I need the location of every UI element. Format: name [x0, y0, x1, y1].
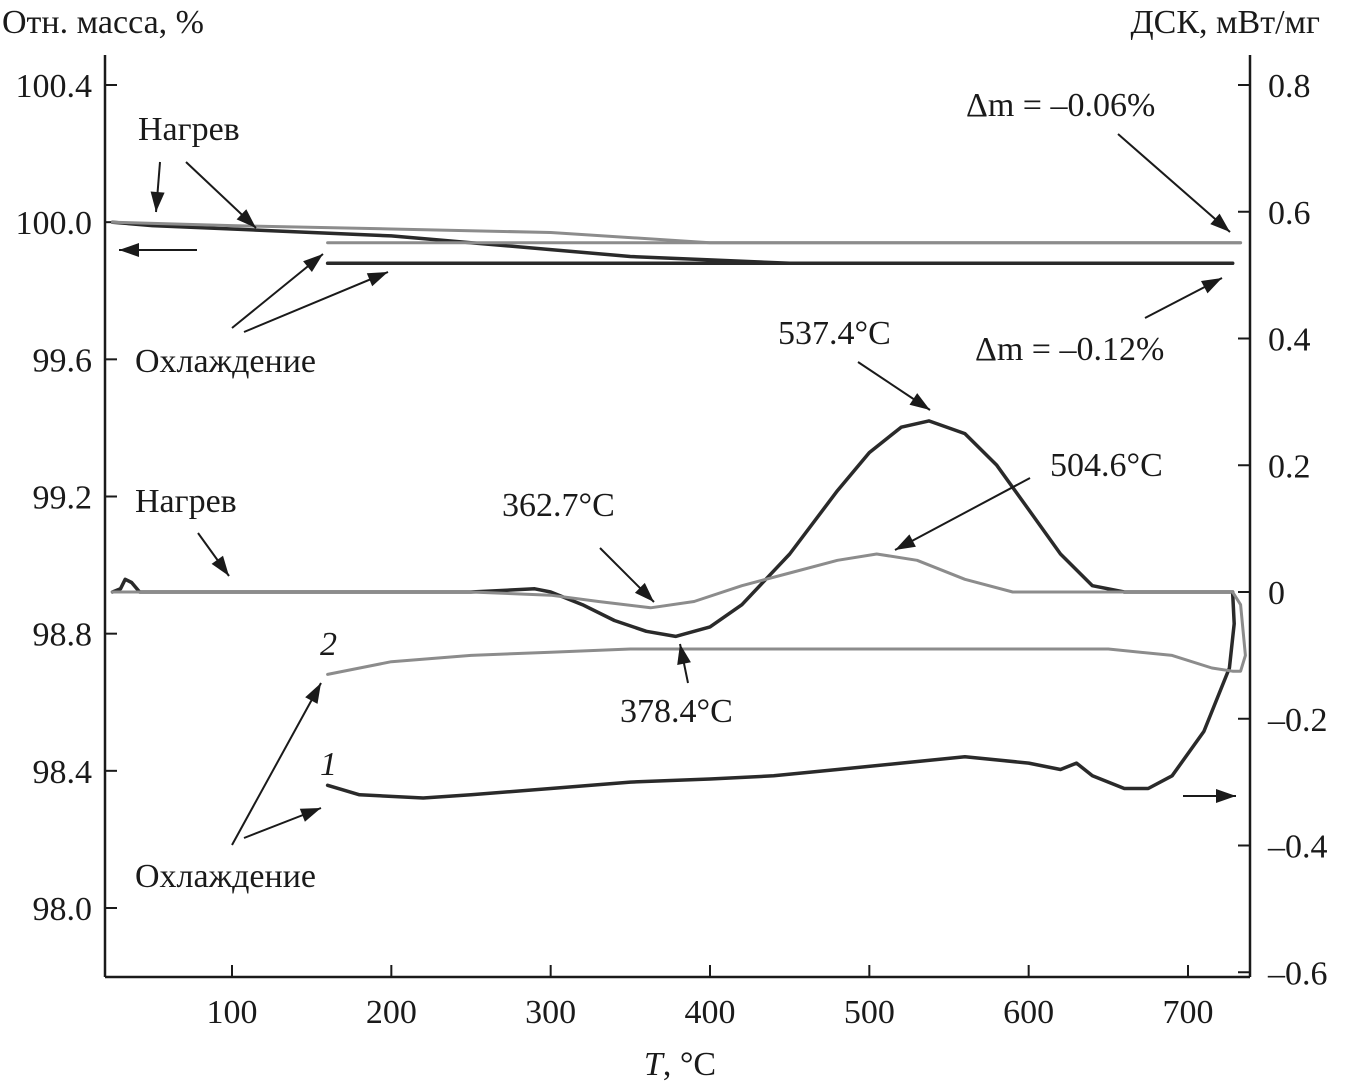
arrow-head — [150, 191, 165, 212]
y-left-tick-label: 100.0 — [16, 205, 93, 242]
arrow-head — [299, 808, 321, 822]
label-curve-1: 1 — [320, 746, 337, 783]
x-axis-title: T, °C — [644, 1046, 716, 1083]
y-right-tick-label: 0 — [1268, 575, 1285, 612]
x-tick-label: 400 — [685, 994, 736, 1031]
label-cooling-tg: Охлаждение — [135, 343, 316, 380]
arrow-shaft — [894, 477, 1031, 551]
y-right-tick-label: –0.2 — [1267, 702, 1328, 739]
annotation-arrows — [119, 133, 1236, 846]
arrow-head — [1216, 789, 1236, 803]
y-left-tick-label: 100.4 — [16, 68, 93, 105]
y-left-tick-label: 98.4 — [33, 754, 93, 791]
y-right-tick-label: –0.6 — [1267, 955, 1328, 992]
y-right-tick-label: 0.2 — [1268, 448, 1311, 485]
arrow-head — [303, 254, 323, 272]
y-right-tick-label: –0.4 — [1267, 829, 1328, 866]
annotations: Нагрев Охлаждение Нагрев Охлаждение 537.… — [135, 87, 1164, 895]
y-left-tick-label: 98.8 — [33, 617, 93, 654]
arrow-shaft — [231, 682, 322, 846]
label-dm-006: Δm = –0.06% — [966, 87, 1155, 124]
y-left-tick-label: 98.0 — [33, 891, 93, 928]
arrow-head — [305, 683, 321, 704]
series-line-6 — [111, 552, 1247, 676]
y-axis-right-title: ДСК, мВт/мг — [1130, 4, 1320, 41]
label-min-378: 378.4°C — [620, 693, 733, 730]
arrow-head — [677, 644, 691, 665]
label-curve-2: 2 — [320, 626, 337, 663]
arrow-head — [1201, 278, 1222, 294]
ticks: 100 200 300 400 500 600 700 98.0 98.4 98.8 99.2 99.… — [16, 68, 1328, 1031]
label-peak-504: 504.6°C — [1050, 447, 1163, 484]
x-tick-label: 600 — [1003, 994, 1054, 1031]
label-min-362: 362.7°C — [502, 487, 615, 524]
arrow-head — [119, 243, 139, 257]
arrow-shaft — [243, 271, 389, 333]
series-group — [110, 220, 1247, 800]
arrow-head — [366, 272, 388, 287]
y-right-tick-label: 0.6 — [1268, 195, 1311, 232]
arrow-head — [211, 555, 229, 576]
x-tick-label: 300 — [525, 994, 576, 1031]
plot-frame — [103, 55, 1252, 979]
arrow-shaft — [1117, 133, 1231, 233]
label-dm-012: Δm = –0.12% — [975, 331, 1164, 368]
x-tick-label: 100 — [207, 994, 258, 1031]
x-tick-label: 700 — [1163, 994, 1214, 1031]
label-heating-dsc: Нагрев — [135, 483, 237, 520]
y-left-tick-label: 99.6 — [33, 342, 93, 379]
label-peak-537: 537.4°C — [778, 315, 891, 352]
arrow-head — [1210, 213, 1230, 232]
arrow-head — [634, 582, 654, 602]
label-heating-tg: Нагрев — [138, 111, 240, 148]
x-tick-label: 500 — [844, 994, 895, 1031]
arrow-head — [895, 534, 916, 550]
y-right-tick-label: 0.8 — [1268, 68, 1311, 105]
y-axis-left-title: Отн. масса, % — [2, 4, 204, 41]
arrow-head — [909, 393, 930, 410]
arrow-head — [236, 209, 256, 228]
y-left-tick-label: 99.2 — [33, 480, 93, 517]
x-tick-label: 200 — [366, 994, 417, 1031]
label-cooling-dsc: Охлаждение — [135, 858, 316, 895]
y-right-tick-label: 0.4 — [1268, 322, 1311, 359]
